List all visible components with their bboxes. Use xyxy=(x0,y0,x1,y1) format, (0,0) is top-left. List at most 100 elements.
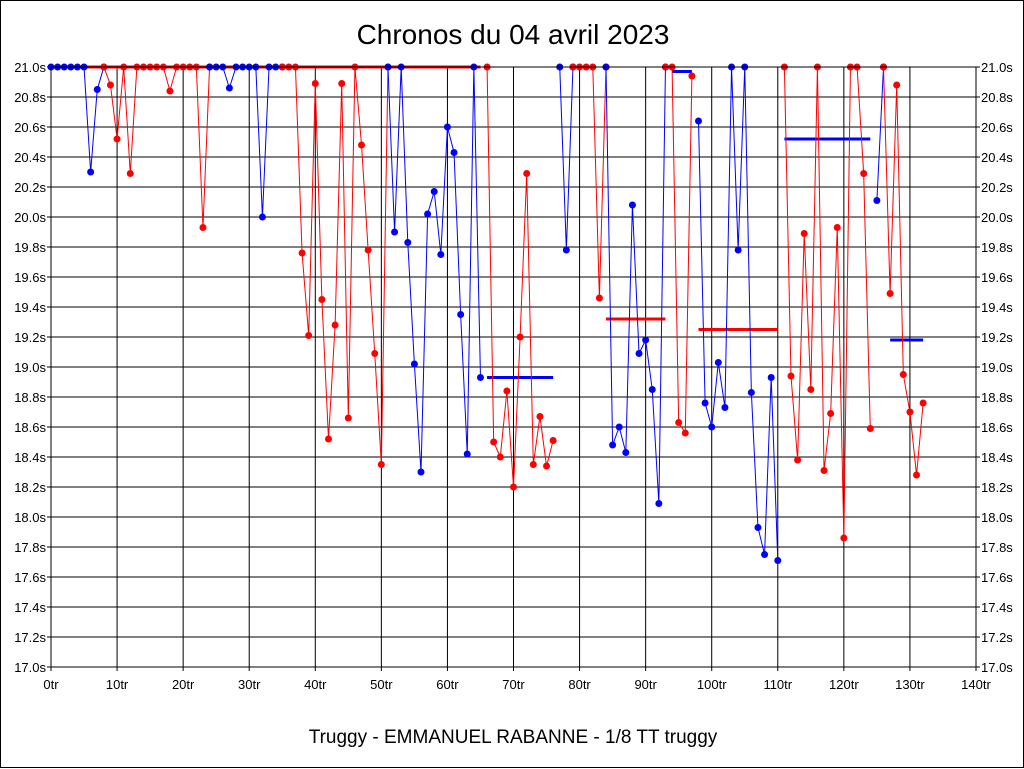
data-point-red xyxy=(338,80,346,87)
x-tick-label: 80tr xyxy=(568,677,591,692)
x-tick-label: 40tr xyxy=(304,677,327,692)
data-point-blue xyxy=(410,360,418,368)
data-point-red xyxy=(166,87,174,95)
data-point-blue xyxy=(463,450,471,458)
y-tick-label: 18.6s xyxy=(14,420,46,435)
data-point-blue xyxy=(562,246,570,254)
data-point-blue xyxy=(721,404,729,411)
data-point-red xyxy=(549,437,557,444)
y-tick-label: 20.2s xyxy=(981,180,1013,195)
x-tick-label: 110tr xyxy=(763,677,792,692)
data-point-red xyxy=(595,294,603,302)
data-point-red xyxy=(800,230,808,237)
y-tick-label: 17.4s xyxy=(14,600,46,615)
data-point-red xyxy=(893,81,901,89)
data-point-red xyxy=(886,290,894,297)
y-tick-label: 17.8s xyxy=(981,540,1013,555)
x-tick-label: 60tr xyxy=(436,677,459,692)
y-tick-label: 18.4s xyxy=(981,450,1013,465)
y-tick-label: 20.6s xyxy=(14,120,46,135)
y-axis-left: 17.0s 17.2s 17.4s 17.6s 17.8s 18.0s 18.2s 18.4s… xyxy=(14,60,51,675)
x-tick-label: 0tr xyxy=(43,677,59,692)
x-tick-label: 70tr xyxy=(502,677,525,692)
data-point-red xyxy=(787,372,795,380)
data-point-blue xyxy=(417,468,425,476)
y-tick-label: 19.0s xyxy=(981,360,1013,375)
data-point-red xyxy=(377,461,385,468)
data-point-blue xyxy=(873,197,881,204)
data-point-blue xyxy=(701,399,709,407)
y-tick-label: 20.0s xyxy=(981,210,1013,225)
data-point-blue xyxy=(443,123,451,131)
x-tick-label: 30tr xyxy=(238,677,261,692)
data-point-blue xyxy=(648,386,656,393)
x-tick-label: 100tr xyxy=(697,677,727,692)
y-tick-label: 17.0s xyxy=(981,660,1013,675)
y-tick-label: 17.8s xyxy=(14,540,46,555)
y-tick-label: 18.8s xyxy=(14,390,46,405)
data-point-red xyxy=(681,429,689,437)
data-point-blue xyxy=(622,449,630,456)
y-tick-label: 17.6s xyxy=(981,570,1013,585)
data-point-blue xyxy=(747,389,755,396)
series-line-red xyxy=(572,66,607,299)
y-tick-label: 21.0s xyxy=(981,60,1013,75)
data-point-red xyxy=(860,170,868,177)
data-point-blue xyxy=(391,228,399,236)
y-tick-label: 19.8s xyxy=(14,240,46,255)
series-line-red xyxy=(103,66,211,228)
data-point-blue xyxy=(774,557,782,564)
data-point-blue xyxy=(708,423,716,431)
y-tick-label: 20.4s xyxy=(981,150,1013,165)
data-point-red xyxy=(318,296,326,303)
series-line-blue xyxy=(605,66,666,504)
data-point-red xyxy=(820,467,828,474)
data-point-red xyxy=(919,399,927,407)
y-tick-label: 18.6s xyxy=(981,420,1013,435)
y-tick-label: 19.4s xyxy=(14,300,46,315)
average-lines xyxy=(51,65,924,379)
y-tick-label: 18.2s xyxy=(14,480,46,495)
data-point-red xyxy=(688,72,696,80)
data-point-blue xyxy=(642,336,650,344)
data-point-red xyxy=(536,413,544,420)
x-tick-label: 90tr xyxy=(634,677,657,692)
chart-grid xyxy=(50,66,977,668)
data-point-red xyxy=(913,471,921,479)
data-point-red xyxy=(529,461,537,468)
x-tick-label: 50tr xyxy=(370,677,393,692)
y-tick-label: 18.0s xyxy=(981,510,1013,525)
y-tick-label: 17.4s xyxy=(981,600,1013,615)
data-point-red xyxy=(840,534,848,542)
data-point-red xyxy=(833,224,841,231)
series-lines xyxy=(51,66,924,561)
y-tick-label: 18.0s xyxy=(14,510,46,525)
data-point-blue xyxy=(225,84,233,92)
x-tick-label: 20tr xyxy=(172,677,195,692)
y-tick-label: 20.6s xyxy=(981,120,1013,135)
data-point-blue xyxy=(714,359,722,366)
data-point-red xyxy=(906,408,914,416)
y-tick-label: 19.6s xyxy=(981,270,1013,285)
data-point-red xyxy=(325,435,332,443)
x-tick-label: 130tr xyxy=(895,677,925,692)
series-line-blue xyxy=(387,66,481,473)
data-point-blue xyxy=(437,251,445,258)
data-point-blue xyxy=(761,551,769,558)
y-tick-label: 17.0s xyxy=(14,660,46,675)
data-point-red xyxy=(827,410,835,417)
data-point-blue xyxy=(615,423,623,431)
data-point-blue xyxy=(767,374,775,381)
y-tick-label: 20.0s xyxy=(14,210,46,225)
x-axis: 0tr 10tr 20tr 30tr 40tr 50tr 60tr 70tr 80tr 90tr 1… xyxy=(43,667,991,692)
data-point-blue xyxy=(628,201,636,209)
data-point-red xyxy=(298,249,306,257)
data-point-red xyxy=(794,456,802,464)
data-point-blue xyxy=(430,188,438,195)
data-point-red xyxy=(311,80,319,87)
data-point-blue xyxy=(734,246,742,254)
data-point-red xyxy=(503,387,511,395)
data-point-blue xyxy=(754,524,762,531)
series-line-blue xyxy=(698,66,779,561)
series-line-red xyxy=(883,66,924,476)
